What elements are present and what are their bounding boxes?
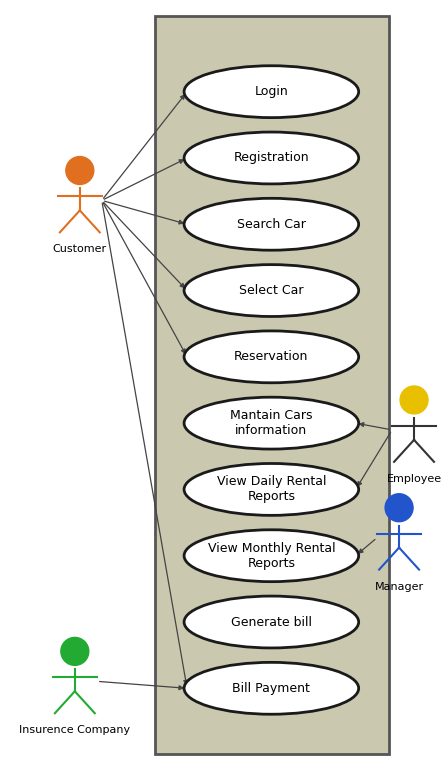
- Ellipse shape: [184, 464, 359, 515]
- Ellipse shape: [184, 530, 359, 581]
- Ellipse shape: [184, 265, 359, 316]
- Text: Employee: Employee: [387, 474, 442, 484]
- Text: Registration: Registration: [233, 152, 309, 165]
- Circle shape: [66, 156, 94, 185]
- Ellipse shape: [184, 199, 359, 250]
- Text: Generate bill: Generate bill: [231, 615, 312, 628]
- Ellipse shape: [184, 65, 359, 118]
- Text: Mantain Cars
information: Mantain Cars information: [230, 409, 313, 437]
- Text: Customer: Customer: [53, 244, 107, 254]
- Circle shape: [61, 638, 89, 665]
- Circle shape: [385, 494, 413, 522]
- Text: View Monthly Rental
Reports: View Monthly Rental Reports: [207, 542, 335, 570]
- Text: Insurence Company: Insurence Company: [19, 725, 130, 735]
- Circle shape: [400, 386, 428, 414]
- Text: Manager: Manager: [375, 581, 424, 591]
- Ellipse shape: [184, 662, 359, 715]
- Text: View Daily Rental
Reports: View Daily Rental Reports: [217, 475, 326, 504]
- Ellipse shape: [184, 132, 359, 184]
- Text: Bill Payment: Bill Payment: [233, 681, 310, 695]
- Ellipse shape: [184, 397, 359, 449]
- Text: Search Car: Search Car: [237, 218, 306, 231]
- Bar: [155, 16, 389, 754]
- Ellipse shape: [184, 596, 359, 648]
- Text: Select Car: Select Car: [239, 284, 304, 297]
- Ellipse shape: [184, 331, 359, 383]
- Text: Reservation: Reservation: [234, 350, 309, 363]
- Text: Login: Login: [254, 85, 288, 99]
